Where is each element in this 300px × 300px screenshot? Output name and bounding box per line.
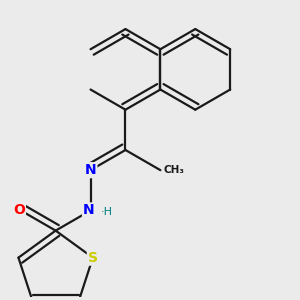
Text: N: N (85, 163, 96, 177)
Text: CH₃: CH₃ (163, 165, 184, 175)
Text: N: N (83, 203, 94, 218)
Text: O: O (13, 203, 25, 218)
Text: S: S (88, 250, 98, 265)
Text: ·H: ·H (100, 207, 112, 217)
